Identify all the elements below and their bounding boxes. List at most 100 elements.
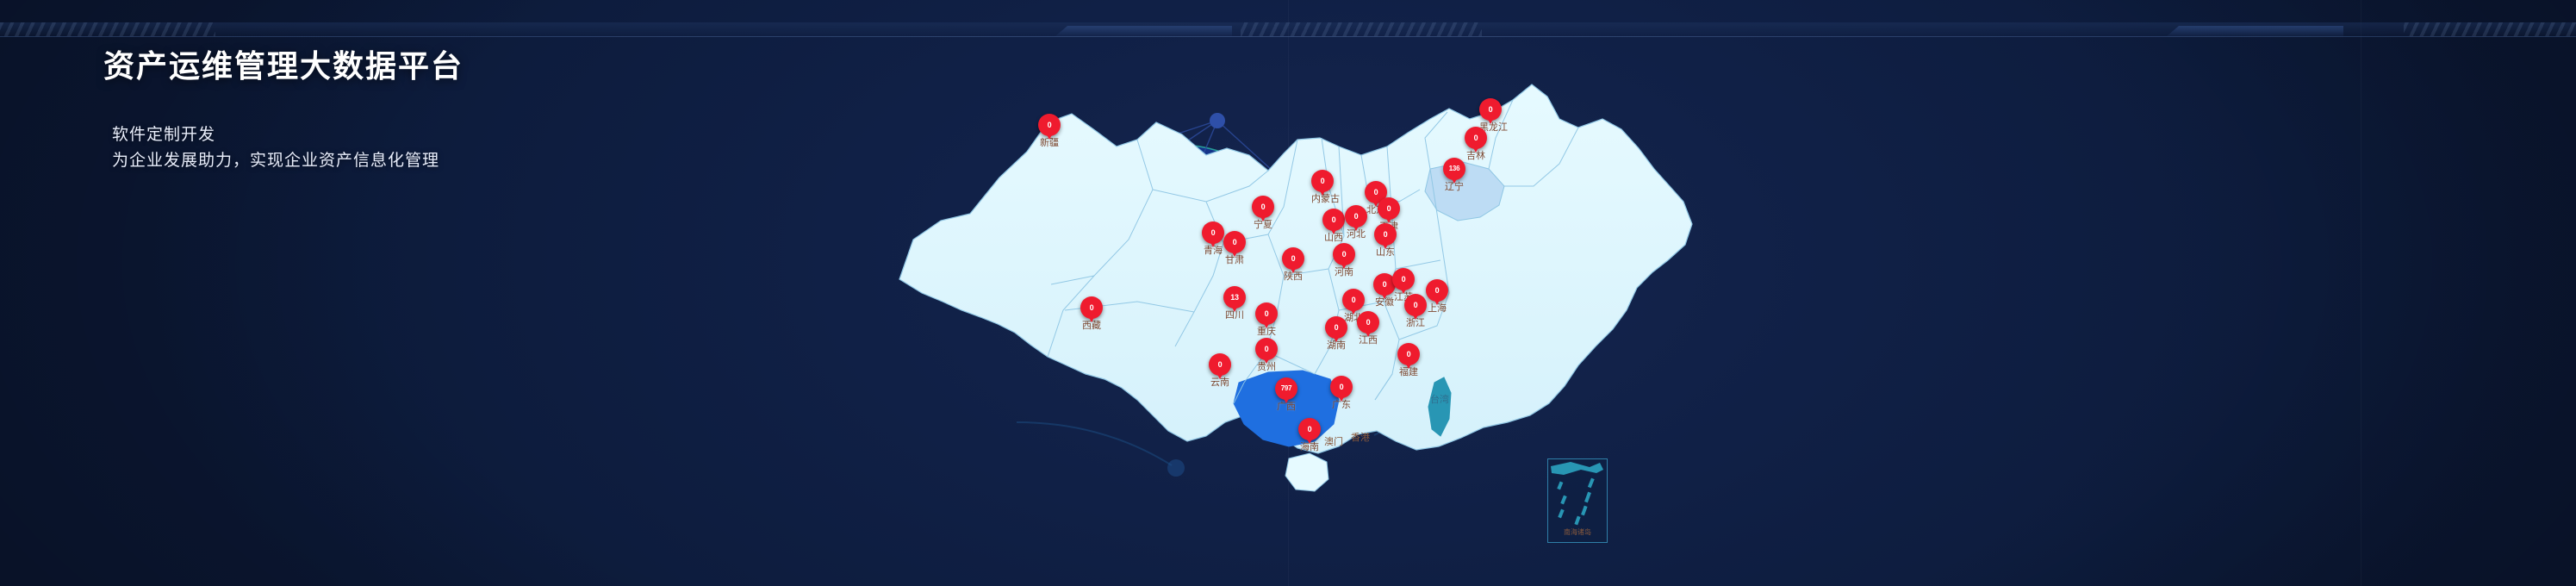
marker-label: 吉林 [1466,151,1485,161]
subtitle-line-1: 软件定制开发 [112,126,216,144]
map-static-label: 香港 [1351,433,1370,443]
map-static-label: 澳门 [1324,437,1343,447]
region-hainan-fill [1285,452,1329,492]
map-marker[interactable]: 0 云南 [1209,353,1231,388]
marker-label: 广西 [1277,402,1296,412]
marker-value: 0 [1366,317,1371,327]
map-pin-icon: 0 [1404,294,1427,320]
marker-value: 0 [1434,285,1440,295]
subtitle-block: 软件定制开发 为企业发展助力，实现企业资产信息化管理 [112,122,439,174]
map-pin-icon: 0 [1322,209,1345,234]
map-pin-icon: 0 [1209,353,1231,379]
map-marker[interactable]: 0 上海 [1426,279,1448,314]
map-pin-icon: 0 [1325,316,1347,342]
marker-value: 0 [1331,215,1336,224]
map-pin-icon: 797 [1275,377,1297,403]
marker-value: 0 [1089,302,1094,312]
marker-label: 甘肃 [1225,255,1244,265]
map-marker[interactable]: 136 辽宁 [1443,158,1465,192]
map-marker[interactable]: 0 内蒙古 [1311,170,1340,204]
marker-value: 0 [1210,228,1216,237]
marker-label: 浙江 [1406,318,1425,328]
map-marker[interactable]: 0 河南 [1333,243,1355,277]
map-pin-icon: 0 [1223,231,1246,257]
map-pin-icon: 0 [1374,223,1397,249]
marker-label: 宁夏 [1254,220,1272,230]
marker-label: 云南 [1210,377,1229,388]
marker-label: 辽宁 [1445,182,1464,192]
marker-label: 广东 [1332,400,1351,410]
marker-label: 河北 [1347,229,1366,240]
map-marker[interactable]: 0 宁夏 [1252,196,1274,230]
map-pin-icon: 0 [1255,338,1278,364]
marker-value: 0 [1373,187,1378,196]
marker-value: 0 [1334,322,1339,332]
map-pin-icon: 0 [1330,376,1353,402]
map-pin-icon: 0 [1397,343,1420,369]
map-marker[interactable]: 0 重庆 [1255,302,1278,337]
map-marker[interactable]: 0 河北 [1345,205,1367,240]
marker-value: 0 [1264,344,1269,353]
decorative-divider-line [0,36,2576,37]
map-pin-icon: 0 [1392,268,1415,294]
marker-label: 湖南 [1327,340,1346,351]
map-pin-icon: 0 [1282,247,1304,273]
map-marker[interactable]: 0 江苏 [1392,268,1415,302]
marker-value: 0 [1264,309,1269,318]
map-pin-icon: 0 [1298,418,1321,444]
marker-label: 新疆 [1040,138,1059,148]
marker-value: 0 [1260,202,1266,211]
map-marker[interactable]: 0 浙江 [1404,294,1427,328]
map-marker[interactable]: 0 广东 [1330,376,1353,410]
map-marker[interactable]: 0 湖南 [1325,316,1347,351]
map-marker[interactable]: 0 青海 [1202,221,1224,256]
map-pin-icon: 0 [1426,279,1448,305]
map-marker[interactable]: 0 陕西 [1282,247,1304,282]
marker-value: 0 [1217,359,1223,369]
subtitle-line-2: 为企业发展助力，实现企业资产信息化管理 [112,152,440,170]
map-marker[interactable]: 0 福建 [1397,343,1420,377]
map-marker[interactable]: 0 山西 [1322,209,1345,243]
marker-label: 西藏 [1082,321,1101,331]
marker-label: 安徽 [1375,297,1394,308]
map-marker[interactable]: 0 山东 [1374,223,1397,258]
map-pin-icon: 0 [1255,302,1278,328]
map-pin-icon: 0 [1038,114,1061,140]
map-pin-icon: 0 [1373,273,1396,299]
map-marker[interactable]: 0 江西 [1357,311,1379,346]
marker-value: 0 [1488,104,1493,114]
marker-value: 0 [1351,295,1356,304]
map-pin-icon: 0 [1357,311,1379,337]
map-marker[interactable]: 0 黑龙江 [1479,98,1508,133]
marker-value: 0 [1383,229,1388,239]
map-pin-icon: 0 [1465,127,1487,153]
decorative-notch [1055,26,1232,36]
map-marker[interactable]: 0 海南 [1298,418,1321,452]
map-marker[interactable]: 0 西藏 [1080,296,1103,331]
marker-label: 福建 [1399,367,1418,377]
marker-value: 13 [1230,292,1239,302]
marker-value: 0 [1339,382,1344,391]
marker-value: 0 [1386,203,1391,213]
map-marker[interactable]: 13 四川 [1223,286,1246,321]
map-marker[interactable]: 0 贵州 [1255,338,1278,372]
marker-label: 贵州 [1257,362,1276,372]
map-pin-icon: 0 [1080,296,1103,322]
map-marker[interactable]: 797 广西 [1275,377,1297,412]
marker-label: 四川 [1225,310,1244,321]
map-pin-icon: 0 [1252,196,1274,221]
marker-label: 山东 [1376,247,1395,258]
map-marker[interactable]: 0 吉林 [1465,127,1487,161]
region-taiwan-fill [1428,377,1452,437]
marker-value: 0 [1320,176,1325,185]
map-marker[interactable]: 0 安徽 [1373,273,1396,308]
map-marker[interactable]: 0 新疆 [1038,114,1061,148]
map-marker[interactable]: 0 甘肃 [1223,231,1246,265]
decorative-hatch-band [0,22,2576,37]
map-pin-icon: 0 [1311,170,1334,196]
marker-value: 0 [1473,133,1478,142]
marker-value: 0 [1307,424,1312,433]
marker-label: 青海 [1204,246,1223,256]
marker-label: 内蒙古 [1311,194,1340,204]
marker-label: 黑龙江 [1479,122,1508,133]
